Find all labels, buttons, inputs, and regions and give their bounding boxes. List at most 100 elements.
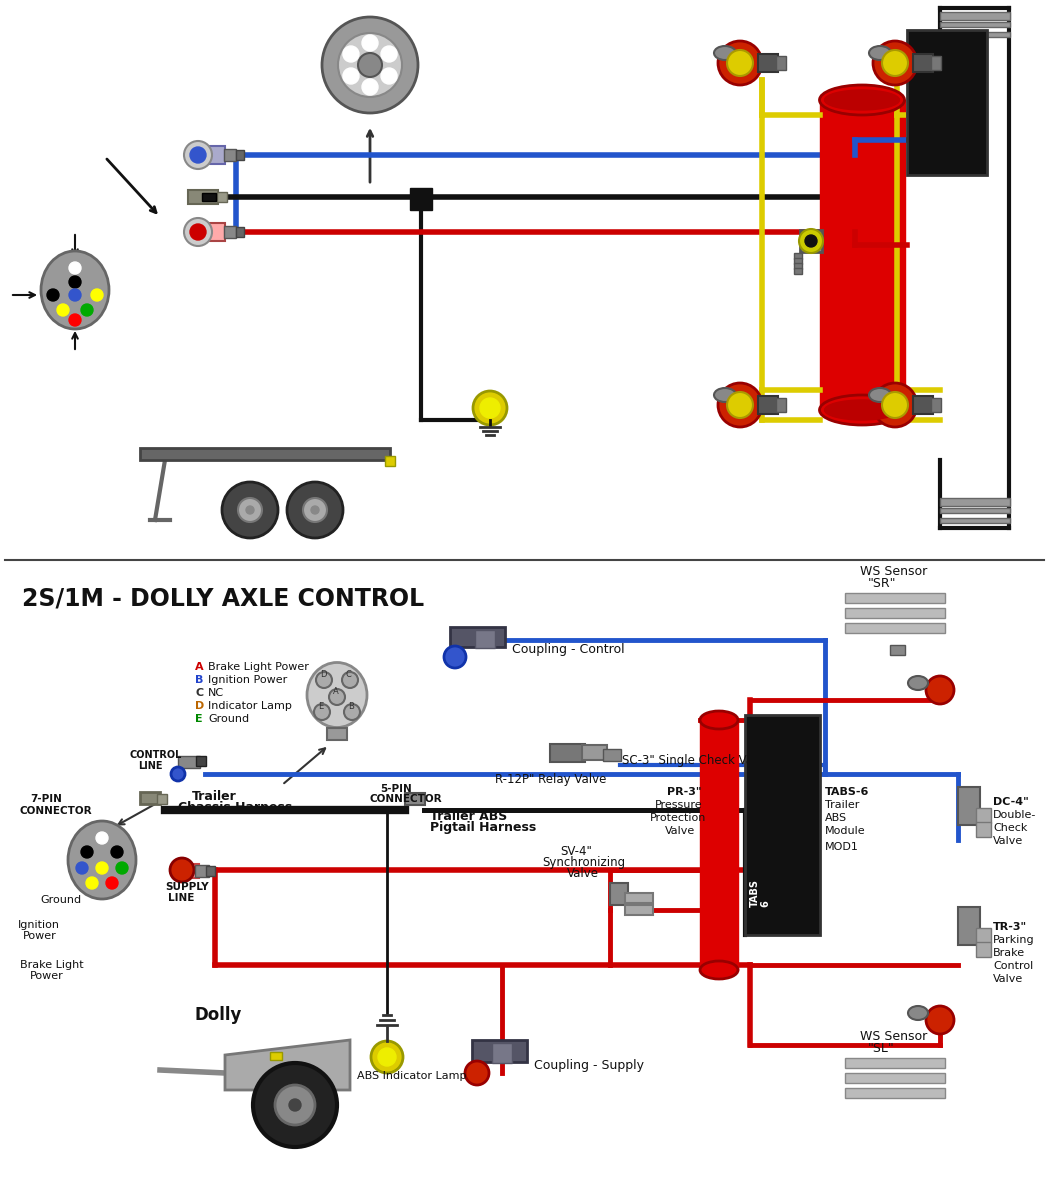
Bar xyxy=(700,720,738,970)
Circle shape xyxy=(287,482,343,538)
Bar xyxy=(940,32,1010,37)
Bar xyxy=(327,728,347,740)
Text: ABS Indicator Lamp: ABS Indicator Lamp xyxy=(357,1071,467,1080)
Text: NC: NC xyxy=(208,688,224,699)
Circle shape xyxy=(799,229,823,253)
Circle shape xyxy=(358,53,382,77)
Ellipse shape xyxy=(307,663,367,727)
Ellipse shape xyxy=(869,388,891,402)
Circle shape xyxy=(338,33,402,97)
Circle shape xyxy=(106,876,117,890)
Bar xyxy=(976,942,991,957)
Bar xyxy=(550,744,585,761)
Circle shape xyxy=(882,50,908,76)
Bar xyxy=(625,893,652,903)
Text: Trailer: Trailer xyxy=(825,801,859,810)
Polygon shape xyxy=(224,1040,350,1090)
Text: Valve: Valve xyxy=(993,836,1023,846)
Text: Ignition Power: Ignition Power xyxy=(208,675,287,686)
Bar xyxy=(611,884,628,905)
Bar xyxy=(940,508,1010,514)
Bar xyxy=(190,146,224,164)
Text: Coupling - Control: Coupling - Control xyxy=(512,643,624,656)
Text: E: E xyxy=(318,702,323,710)
Text: SV-4": SV-4" xyxy=(560,844,592,857)
Circle shape xyxy=(238,498,262,522)
Text: Indicator Lamp: Indicator Lamp xyxy=(208,701,292,710)
Bar xyxy=(385,455,395,466)
Circle shape xyxy=(290,1099,301,1111)
Text: "SL": "SL" xyxy=(868,1042,895,1056)
Bar xyxy=(794,253,802,259)
Text: Trailer: Trailer xyxy=(192,790,237,803)
Text: A: A xyxy=(333,687,339,696)
Bar xyxy=(845,623,945,633)
Text: B: B xyxy=(348,702,354,710)
Text: Power: Power xyxy=(23,931,57,940)
Circle shape xyxy=(69,289,81,301)
Bar xyxy=(236,227,244,237)
Circle shape xyxy=(344,704,360,720)
Text: MOD1: MOD1 xyxy=(825,842,859,852)
Circle shape xyxy=(275,1085,315,1126)
Bar xyxy=(410,189,432,210)
Circle shape xyxy=(873,383,917,427)
Bar xyxy=(820,100,905,410)
Bar xyxy=(976,808,991,823)
Bar xyxy=(940,518,1010,523)
Circle shape xyxy=(343,68,359,84)
Text: SC-3" Single Check Valve: SC-3" Single Check Valve xyxy=(622,754,771,767)
Circle shape xyxy=(253,1063,337,1147)
Bar xyxy=(913,55,933,72)
Text: Coupling - Supply: Coupling - Supply xyxy=(534,1059,644,1072)
Circle shape xyxy=(303,498,327,522)
Bar xyxy=(472,1040,527,1061)
Circle shape xyxy=(316,672,331,688)
Circle shape xyxy=(378,1048,397,1066)
Text: Control: Control xyxy=(993,961,1033,971)
Bar xyxy=(845,593,945,602)
Circle shape xyxy=(57,304,69,315)
Text: LINE: LINE xyxy=(138,761,163,771)
Bar xyxy=(224,227,236,238)
Text: Ignition: Ignition xyxy=(18,920,60,930)
Text: R-12P" Relay Valve: R-12P" Relay Valve xyxy=(495,773,606,786)
Bar xyxy=(794,268,802,274)
Bar xyxy=(174,863,199,878)
Circle shape xyxy=(97,862,108,874)
Circle shape xyxy=(371,1041,403,1073)
Text: "SR": "SR" xyxy=(868,578,897,589)
Text: TABS-6: TABS-6 xyxy=(825,788,870,797)
Bar xyxy=(140,792,160,804)
Text: SUPPLY: SUPPLY xyxy=(165,882,209,892)
Bar xyxy=(758,55,778,72)
Text: Brake: Brake xyxy=(993,948,1025,958)
Text: C: C xyxy=(195,688,204,699)
Text: 5-PIN: 5-PIN xyxy=(380,784,412,793)
Text: B: B xyxy=(195,675,204,686)
Circle shape xyxy=(170,857,194,882)
Circle shape xyxy=(91,289,103,301)
Ellipse shape xyxy=(714,388,736,402)
Text: CONNECTOR: CONNECTOR xyxy=(20,806,92,816)
Bar xyxy=(196,755,206,766)
Circle shape xyxy=(473,391,507,425)
Text: CONNECTOR: CONNECTOR xyxy=(370,793,443,804)
Circle shape xyxy=(926,1006,954,1034)
Text: Power: Power xyxy=(30,971,64,981)
Circle shape xyxy=(81,304,93,315)
Text: LINE: LINE xyxy=(168,893,194,903)
Text: D: D xyxy=(320,670,326,680)
Ellipse shape xyxy=(68,821,136,899)
Bar xyxy=(475,630,495,648)
Text: Module: Module xyxy=(825,825,865,836)
Bar xyxy=(776,56,786,70)
Bar xyxy=(932,56,941,70)
Text: Parking: Parking xyxy=(993,935,1034,945)
Circle shape xyxy=(69,314,81,326)
Text: CONTROL: CONTROL xyxy=(130,750,183,760)
Text: Brake Light: Brake Light xyxy=(20,959,84,970)
Circle shape xyxy=(116,862,128,874)
Circle shape xyxy=(805,235,817,247)
Bar xyxy=(450,627,505,648)
